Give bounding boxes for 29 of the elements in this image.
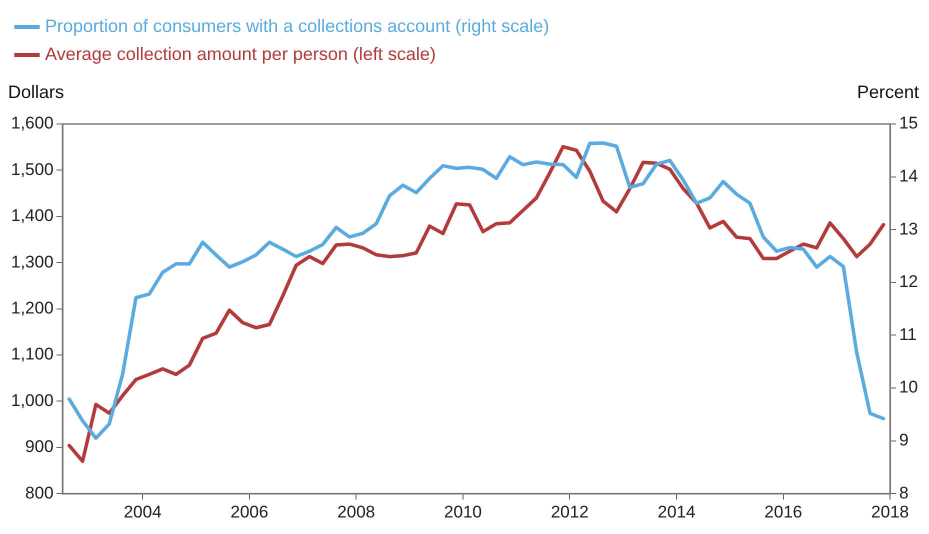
y-tick-label: 1,100 bbox=[10, 344, 54, 364]
legend-label: Proportion of consumers with a collections account (right scale) bbox=[45, 16, 550, 36]
y2-tick-label: 9 bbox=[899, 430, 909, 450]
y-tick-label: 1,000 bbox=[10, 390, 54, 410]
x-tick-label: 2018 bbox=[871, 502, 910, 522]
y-axis-title: Dollars bbox=[8, 82, 64, 102]
x-tick-label: 2006 bbox=[230, 502, 268, 522]
y-tick-label: 1,200 bbox=[10, 298, 54, 318]
x-tick-label: 2004 bbox=[124, 502, 162, 522]
y-tick-label: 1,600 bbox=[10, 114, 54, 133]
y2-tick-label: 12 bbox=[899, 272, 918, 292]
x-tick-label: 2014 bbox=[658, 502, 696, 522]
y2-axis-title: Percent bbox=[856, 82, 919, 102]
y-tick-label: 800 bbox=[25, 483, 54, 502]
y2-tick-label: 11 bbox=[899, 324, 917, 344]
x-tick-label: 2012 bbox=[550, 502, 589, 522]
x-tick-label: 2010 bbox=[444, 502, 482, 522]
x-tick-label: 2016 bbox=[764, 502, 802, 522]
legend-label: Average collection amount per person (left scale) bbox=[45, 44, 436, 64]
y2-tick-label: 14 bbox=[899, 166, 918, 186]
y-tick-label: 1,300 bbox=[10, 252, 54, 272]
y2-tick-label: 13 bbox=[899, 219, 918, 238]
y-tick-label: 1,400 bbox=[10, 206, 54, 226]
y2-tick-label: 10 bbox=[899, 378, 918, 397]
y-tick-label: 1,500 bbox=[10, 160, 54, 179]
y2-tick-label: 15 bbox=[899, 114, 918, 133]
x-tick-label: 2008 bbox=[337, 502, 376, 522]
y2-tick-label: 8 bbox=[899, 483, 909, 502]
y-tick-label: 900 bbox=[25, 437, 54, 456]
